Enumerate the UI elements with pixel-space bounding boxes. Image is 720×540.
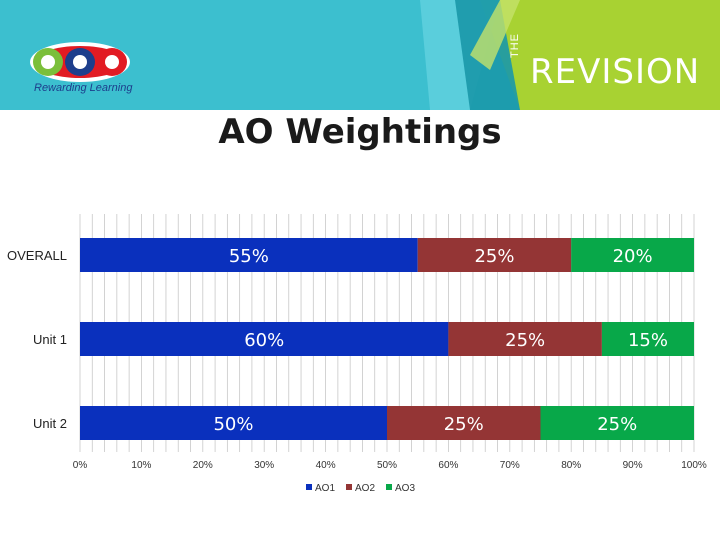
legend-swatch <box>386 484 392 490</box>
x-tick-label: 30% <box>254 460 274 471</box>
data-label: 25% <box>444 414 484 435</box>
data-label: 25% <box>474 246 514 267</box>
category-label: Unit 1 <box>33 332 67 347</box>
header-banner <box>0 0 720 110</box>
bar-ao2 <box>448 322 602 356</box>
legend-swatch <box>306 484 312 490</box>
bar-ao1 <box>80 406 387 440</box>
bar-ao3 <box>601 322 694 356</box>
bar-ao1 <box>80 322 449 356</box>
x-tick-label: 20% <box>193 460 213 471</box>
stacked-bar-chart: OVERALL 55% 25% 20% Unit 1 60% 25% 15% Unit 2 50%… <box>7 214 707 494</box>
legend-entry: AO2 <box>355 483 375 494</box>
legend-entry: AO3 <box>395 483 415 494</box>
data-label: 55% <box>229 246 269 267</box>
x-tick-label: 100% <box>681 460 707 471</box>
category-label: Unit 2 <box>33 416 67 431</box>
data-label: 60% <box>244 330 284 351</box>
data-label: 50% <box>213 414 253 435</box>
x-tick-label: 70% <box>500 460 520 471</box>
x-tick-label: 0% <box>73 460 88 471</box>
data-label: 25% <box>597 414 637 435</box>
brand-name: REVISION <box>530 52 701 92</box>
bar-ao3 <box>571 238 694 272</box>
bar-ao3 <box>540 406 694 440</box>
chart-title: AO Weightings <box>218 112 502 152</box>
brand-prefix: THE <box>509 33 521 58</box>
data-label: 20% <box>613 246 653 267</box>
category-label: OVERALL <box>7 248 67 263</box>
x-tick-label: 60% <box>438 460 458 471</box>
bar-ao2 <box>417 238 572 272</box>
logo-tagline: Rewarding Learning <box>34 82 133 94</box>
bar-ao1 <box>80 238 418 272</box>
header-background <box>0 0 720 110</box>
x-tick-label: 80% <box>561 460 581 471</box>
x-tick-label: 50% <box>377 460 397 471</box>
x-tick-label: 90% <box>623 460 643 471</box>
data-label: 25% <box>505 330 545 351</box>
x-tick-label: 10% <box>131 460 151 471</box>
cea-logo-icon <box>30 42 130 82</box>
data-label: 15% <box>628 330 668 351</box>
legend-entry: AO1 <box>315 483 335 494</box>
x-tick-label: 40% <box>316 460 336 471</box>
bar-ao2 <box>387 406 541 440</box>
legend-swatch <box>346 484 352 490</box>
